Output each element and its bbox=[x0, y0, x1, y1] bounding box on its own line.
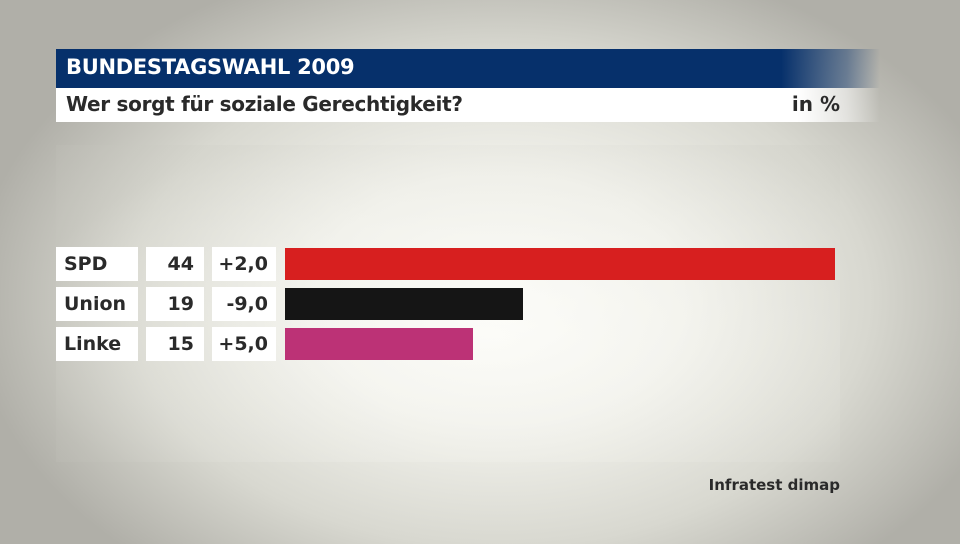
bar-row-linke: Linke 15 +5,0 bbox=[56, 327, 856, 361]
party-label: Union bbox=[56, 287, 138, 321]
party-label: Linke bbox=[56, 327, 138, 361]
party-change: -9,0 bbox=[212, 287, 276, 321]
party-value: 19 bbox=[146, 287, 204, 321]
title-bar: BUNDESTAGSWAHL 2009 bbox=[56, 49, 880, 88]
chart-subtitle: Wer sorgt für soziale Gerechtigkeit? bbox=[66, 92, 463, 116]
party-change: +5,0 bbox=[212, 327, 276, 361]
bar-spd bbox=[285, 248, 835, 280]
bar-row-union: Union 19 -9,0 bbox=[56, 287, 856, 321]
chart-title: BUNDESTAGSWAHL 2009 bbox=[66, 55, 355, 79]
party-change: +2,0 bbox=[212, 247, 276, 281]
bar-linke bbox=[285, 328, 473, 360]
source-label: Infratest dimap bbox=[708, 476, 840, 494]
subtitle-bar: Wer sorgt für soziale Gerechtigkeit? in … bbox=[56, 88, 880, 122]
party-value: 15 bbox=[146, 327, 204, 361]
bar-union bbox=[285, 288, 523, 320]
party-value: 44 bbox=[146, 247, 204, 281]
unit-label: in % bbox=[791, 92, 840, 116]
bar-row-spd: SPD 44 +2,0 bbox=[56, 247, 856, 281]
party-label: SPD bbox=[56, 247, 138, 281]
